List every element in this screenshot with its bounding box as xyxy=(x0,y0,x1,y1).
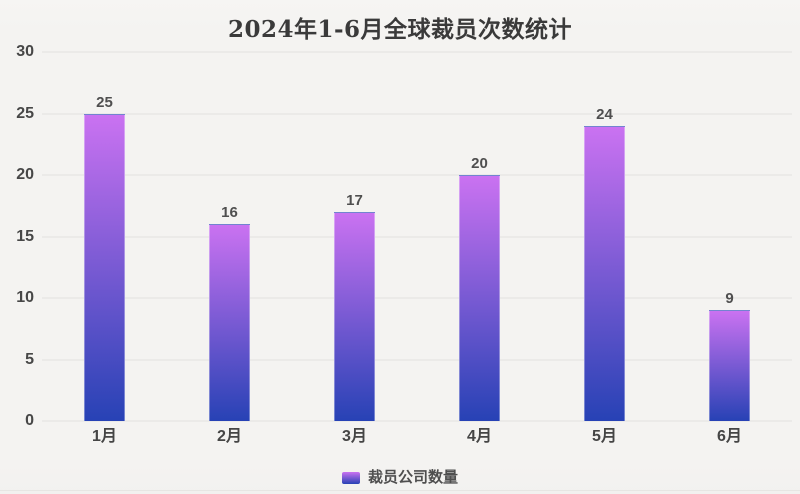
bar-1 xyxy=(84,113,125,421)
x-tick-label: 4月 xyxy=(467,428,492,445)
bar-2 xyxy=(209,224,250,421)
bar-slot: 24 5月 xyxy=(542,52,667,445)
legend-swatch-icon xyxy=(341,471,360,484)
x-tick-label: 6月 xyxy=(717,428,742,445)
y-tick-label: 15 xyxy=(16,227,34,245)
gridlines: 0 5 10 15 20 25 30 xyxy=(16,44,792,429)
bar-slot: 16 2月 xyxy=(167,52,292,445)
bar-value-label: 16 xyxy=(221,204,238,222)
bar-value-label: 25 xyxy=(96,93,113,111)
bar-value-label: 17 xyxy=(346,191,363,209)
x-tick-label: 3月 xyxy=(342,428,367,445)
bars-container: 25 1月 16 2月 17 3月 20 4月 24 5月 9 6月 xyxy=(42,52,792,445)
legend-label: 裁员公司数量 xyxy=(367,469,458,486)
y-tick-label: 0 xyxy=(25,412,34,429)
bar-value-label: 9 xyxy=(725,290,734,308)
y-tick-label: 25 xyxy=(16,104,34,122)
gridline xyxy=(42,174,792,176)
gridline xyxy=(42,51,792,53)
bar-slot: 9 6月 xyxy=(667,52,792,445)
legend: 裁员公司数量 xyxy=(0,470,800,485)
x-tick-label: 2月 xyxy=(217,428,242,445)
gridline xyxy=(42,359,792,360)
x-tick-label: 1月 xyxy=(92,428,117,445)
bar-slot: 20 4月 xyxy=(417,52,542,445)
gridline xyxy=(42,236,792,237)
gridline xyxy=(42,113,792,114)
y-tick-label: 20 xyxy=(16,166,34,183)
bar-6 xyxy=(709,310,750,421)
gridline xyxy=(42,297,792,299)
x-tick-label: 5月 xyxy=(592,428,617,445)
bar-value-label: 20 xyxy=(471,155,488,172)
bar-slot: 17 3月 xyxy=(292,52,417,445)
bar-value-label: 24 xyxy=(596,105,613,123)
y-tick-label: 30 xyxy=(16,43,34,60)
plot-area: 0 5 10 15 20 25 30 25 1月 16 2月 17 3月 20 4月 24 5月 9 6月 xyxy=(16,44,792,445)
y-tick-label: 5 xyxy=(25,350,34,368)
bar-slot: 25 1月 xyxy=(42,52,167,445)
bar-5 xyxy=(584,125,625,421)
gridline xyxy=(42,420,792,422)
bar-3 xyxy=(334,211,375,421)
chart-title: 2024年1-6月全球裁员次数统计 xyxy=(227,16,573,43)
bar-4 xyxy=(459,175,500,421)
paper-edge-line xyxy=(0,490,800,491)
y-tick-label: 10 xyxy=(16,289,34,306)
